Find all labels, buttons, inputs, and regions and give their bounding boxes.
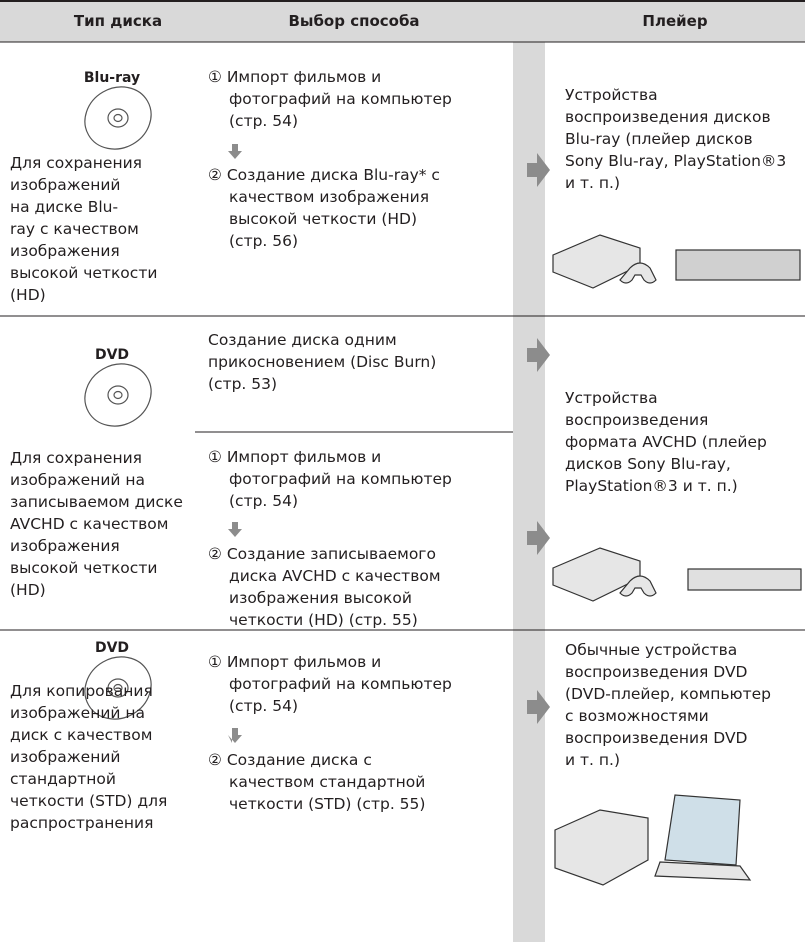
text-line: качеством стандартной (229, 773, 426, 791)
disc-label: DVD (95, 640, 129, 656)
text-line: AVCHD с качеством (10, 515, 169, 533)
column-header: Выбор способа (288, 12, 420, 30)
text-line: фотографий на компьютер (229, 675, 452, 693)
text-line: ② Создание диска Blu-ray* с (208, 166, 440, 184)
text-line: ① Импорт фильмов и (208, 653, 382, 671)
text-line: и т. п.) (565, 751, 620, 769)
text-line: фотографий на компьютер (229, 470, 452, 488)
text-line: на диске Blu- (10, 198, 119, 216)
text-line: четкости (STD) для (10, 792, 168, 810)
text-line: изображения (10, 537, 120, 555)
text-line: изображения высокой (229, 589, 412, 607)
text-line: изображений на (10, 704, 146, 722)
text-line: диска AVCHD с качеством (229, 567, 441, 585)
text-line: высокой четкости (HD) (229, 210, 418, 228)
text-line: и т. п.) (565, 174, 620, 192)
text-line: (стр. 54) (229, 112, 299, 130)
text-line: (DVD-плейер, компьютер (565, 685, 771, 703)
text-line: Для сохранения (10, 154, 142, 172)
column-header: Тип диска (73, 12, 163, 30)
text-line: высокой четкости (10, 264, 158, 282)
text-line: четкости (STD) (стр. 55) (229, 795, 426, 813)
text-line: четкости (HD) (стр. 55) (229, 611, 418, 629)
text-line: ① Импорт фильмов и (208, 448, 382, 466)
text-line: изображений (10, 176, 121, 194)
text-line: дисков Sony Blu-ray, (565, 455, 731, 473)
text-line: (стр. 56) (229, 232, 299, 250)
text-line: (HD) (10, 581, 46, 599)
text-line: PlayStation®3 и т. п.) (565, 477, 738, 495)
text-line: Обычные устройства (565, 641, 738, 659)
text-line: воспроизведения DVD (565, 663, 748, 681)
disc-label: Blu-ray (84, 70, 140, 86)
text-line: ① Импорт фильмов и (208, 68, 382, 86)
text-line: ② Создание записываемого (208, 545, 436, 563)
text-line: воспроизведения дисков (565, 108, 771, 126)
text-line: воспроизведения (565, 411, 709, 429)
column-header: Плейер (642, 12, 708, 30)
text-line: стандартной (10, 770, 116, 788)
text-line: диск с качеством (10, 726, 153, 744)
text-line: изображений (10, 748, 121, 766)
text-line: Устройства (565, 86, 658, 104)
text-line: ② Создание диска с (208, 751, 372, 769)
disc-label: DVD (95, 347, 129, 363)
text-line: изображения (10, 242, 120, 260)
text-line: воспроизведения DVD (565, 729, 748, 747)
text-line: формата AVCHD (плейер (565, 433, 767, 451)
text-line: изображений на (10, 471, 146, 489)
text-line: (стр. 53) (208, 375, 278, 393)
text-line: записываемом диске (10, 493, 183, 511)
text-line: распространения (10, 814, 154, 832)
text-line: Sony Blu-ray, PlayStation®3 (565, 152, 787, 170)
text-line: фотографий на компьютер (229, 90, 452, 108)
text-line: (HD) (10, 286, 46, 304)
text-line: высокой четкости (10, 559, 158, 577)
text-line: ray с качеством (10, 220, 139, 238)
text-line: Blu-ray (плейер дисков (565, 130, 753, 148)
text-line: Создание диска одним (208, 331, 397, 349)
text-line: Для копирования (10, 682, 153, 700)
text-line: с возможностями (565, 707, 709, 725)
text-line: качеством изображения (229, 188, 430, 206)
text-line: Устройства (565, 389, 658, 407)
text-line: (стр. 54) (229, 492, 299, 510)
text-line: Для сохранения (10, 449, 142, 467)
text-line: (стр. 54) (229, 697, 299, 715)
text-line: прикосновением (Disc Burn) (208, 353, 437, 371)
